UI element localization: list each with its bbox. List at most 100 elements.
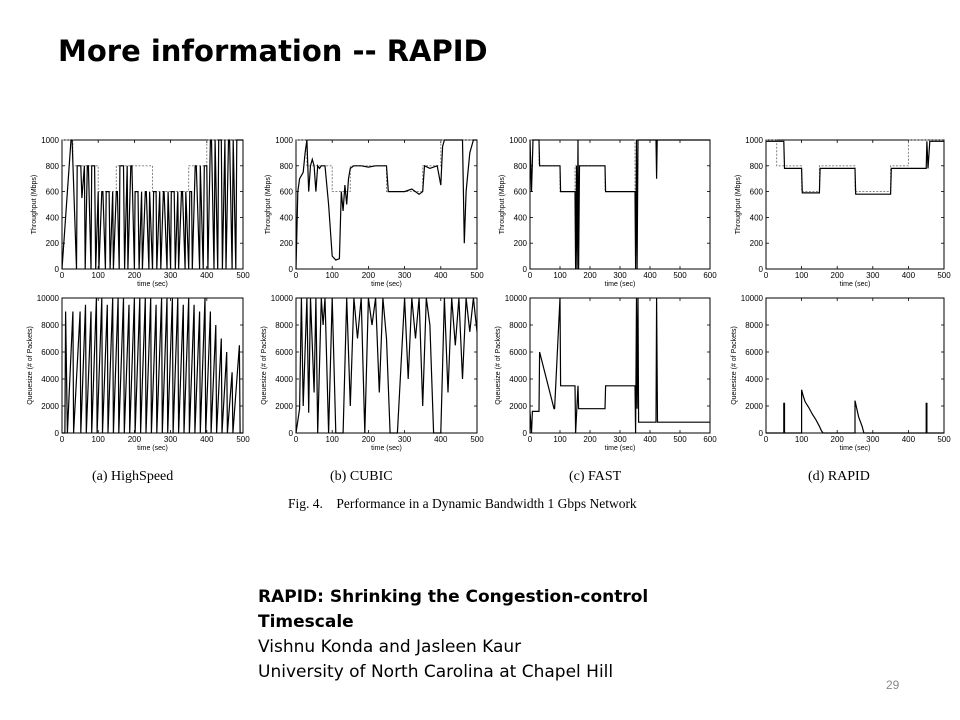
- throughput-rapid-xtick-label: 500: [937, 271, 951, 280]
- throughput-rapid-measured-line: [766, 140, 944, 195]
- queuesize-fast-xtick-label: 300: [613, 435, 627, 444]
- queuesize-highspeed-plot-frame: [61, 297, 244, 434]
- throughput-highspeed-xtick-label: 300: [164, 271, 178, 280]
- throughput-cubic-ytick-label: 600: [280, 188, 294, 197]
- throughput-fast-xtick-label: 500: [673, 271, 687, 280]
- throughput-rapid-xtick-label: 400: [902, 271, 916, 280]
- throughput-highspeed-xtick-label: 500: [236, 271, 250, 280]
- queuesize-highspeed-xtick-label: 200: [128, 435, 142, 444]
- throughput-cubic-xtick-label: 500: [470, 271, 484, 280]
- queuesize-highspeed-y-axis-label: Queuesize (# of Packets): [27, 326, 34, 405]
- throughput-rapid-xtick-label: 100: [795, 271, 809, 280]
- reference-title-line1: RAPID: Shrinking the Congestion-control: [258, 587, 649, 607]
- queuesize-cubic-xtick-label: 500: [470, 435, 484, 444]
- throughput-rapid-plot-frame: [765, 139, 945, 270]
- subcaption-fast: (c) FAST: [569, 469, 622, 484]
- throughput-rapid-ytick-label: 1000: [745, 136, 763, 145]
- throughput-cubic-ytick-label: 0: [289, 265, 294, 274]
- queuesize-highspeed-xtick-label: 0: [60, 435, 65, 444]
- queuesize-cubic-ytick-label: 0: [289, 429, 294, 438]
- queuesize-cubic-xtick-label: 200: [362, 435, 376, 444]
- throughput-highspeed-ytick-label: 800: [46, 162, 60, 171]
- queuesize-fast-ytick-label: 6000: [509, 348, 527, 357]
- queuesize-highspeed-xtick-label: 100: [92, 435, 106, 444]
- throughput-fast-measured-line: [529, 139, 710, 270]
- throughput-rapid-ytick-label: 600: [750, 188, 764, 197]
- queuesize-fast-xtick-label: 500: [673, 435, 687, 444]
- throughput-cubic-xtick-label: 0: [294, 271, 299, 280]
- throughput-rapid-y-axis-label: Throughput (Mbps): [735, 175, 742, 235]
- throughput-fast-bandwidth-line: [530, 139, 710, 193]
- queuesize-cubic-xtick-label: 100: [326, 435, 340, 444]
- throughput-fast-xtick-label: 200: [583, 271, 597, 280]
- queuesize-fast-ytick-label: 10000: [505, 294, 528, 303]
- throughput-fast-xtick-label: 0: [528, 271, 533, 280]
- queuesize-highspeed-xtick-label: 500: [236, 435, 250, 444]
- throughput-fast-x-axis-label: time (sec): [605, 281, 636, 288]
- throughput-fast-ytick-label: 200: [514, 239, 528, 248]
- queuesize-fast-ytick-label: 0: [523, 429, 528, 438]
- queuesize-fast-xtick-label: 400: [643, 435, 657, 444]
- queuesize-rapid-xtick-label: 200: [831, 435, 845, 444]
- throughput-cubic-ytick-label: 800: [280, 162, 294, 171]
- throughput-highspeed-xtick-label: 200: [128, 271, 142, 280]
- throughput-fast-y-axis-label: Throughput (Mbps): [499, 175, 506, 235]
- queuesize-highspeed-measured-line: [62, 297, 243, 434]
- throughput-fast-xtick-label: 100: [553, 271, 567, 280]
- throughput-cubic-xtick-label: 300: [398, 271, 412, 280]
- throughput-highspeed-y-axis-label: Throughput (Mbps): [31, 175, 38, 235]
- queuesize-fast-y-axis-label: Queuesize (# of Packets): [495, 326, 502, 405]
- throughput-cubic-ytick-label: 1000: [275, 136, 293, 145]
- throughput-fast-ytick-label: 800: [514, 162, 528, 171]
- throughput-fast-ytick-label: 600: [514, 188, 528, 197]
- throughput-highspeed-ytick-label: 600: [46, 188, 60, 197]
- throughput-cubic-xtick-label: 100: [326, 271, 340, 280]
- queuesize-highspeed-xtick-label: 300: [164, 435, 178, 444]
- queuesize-highspeed-ytick-label: 4000: [41, 375, 59, 384]
- figure-caption: Fig. 4. Performance in a Dynamic Bandwid…: [288, 496, 637, 511]
- throughput-highspeed-xtick-label: 100: [92, 271, 106, 280]
- throughput-rapid-xtick-label: 200: [831, 271, 845, 280]
- throughput-highspeed-measured-line: [61, 139, 243, 270]
- throughput-fast-xtick-label: 400: [643, 271, 657, 280]
- queuesize-cubic-ytick-label: 2000: [275, 402, 293, 411]
- queuesize-cubic-ytick-label: 10000: [271, 294, 294, 303]
- throughput-cubic-ytick-label: 200: [280, 239, 294, 248]
- throughput-highspeed-ytick-label: 200: [46, 239, 60, 248]
- reference-authors: Vishnu Konda and Jasleen Kaur: [258, 637, 522, 657]
- queuesize-fast-ytick-label: 8000: [509, 321, 527, 330]
- subcaption-cubic: (b) CUBIC: [330, 469, 393, 484]
- throughput-highspeed-xtick-label: 0: [60, 271, 65, 280]
- throughput-rapid-ytick-label: 400: [750, 213, 764, 222]
- throughput-rapid-ytick-label: 200: [750, 239, 764, 248]
- reference-affiliation: University of North Carolina at Chapel H…: [258, 662, 614, 682]
- throughput-highspeed-x-axis-label: time (sec): [137, 281, 168, 288]
- queuesize-cubic-xtick-label: 0: [294, 435, 299, 444]
- queuesize-cubic-ytick-label: 6000: [275, 348, 293, 357]
- throughput-highspeed-ytick-label: 0: [55, 265, 60, 274]
- reference-title-line2: Timescale: [258, 612, 354, 632]
- queuesize-highspeed-ytick-label: 8000: [41, 321, 59, 330]
- throughput-cubic-y-axis-label: Throughput (Mbps): [265, 175, 272, 235]
- queuesize-rapid-ytick-label: 6000: [745, 348, 763, 357]
- throughput-cubic-ytick-label: 400: [280, 213, 294, 222]
- queuesize-highspeed-ytick-label: 6000: [41, 348, 59, 357]
- queuesize-fast-xtick-label: 100: [553, 435, 567, 444]
- queuesize-rapid-ytick-label: 4000: [745, 375, 763, 384]
- queuesize-fast-ytick-label: 4000: [509, 375, 527, 384]
- queuesize-cubic-ytick-label: 8000: [275, 321, 293, 330]
- throughput-cubic-x-axis-label: time (sec): [371, 281, 402, 288]
- queuesize-rapid-x-axis-label: time (sec): [840, 445, 871, 452]
- throughput-fast-ytick-label: 1000: [509, 136, 527, 145]
- throughput-fast-ytick-label: 0: [523, 265, 528, 274]
- throughput-cubic-xtick-label: 400: [434, 271, 448, 280]
- queuesize-fast-measured-line: [529, 297, 710, 434]
- queuesize-highspeed-ytick-label: 2000: [41, 402, 59, 411]
- queuesize-fast-ytick-label: 2000: [509, 402, 527, 411]
- queuesize-highspeed-x-axis-label: time (sec): [137, 445, 168, 452]
- queuesize-rapid-xtick-label: 400: [902, 435, 916, 444]
- slide-title: More information -- RAPID: [58, 34, 488, 68]
- queuesize-rapid-ytick-label: 2000: [745, 402, 763, 411]
- throughput-rapid-ytick-label: 800: [750, 162, 764, 171]
- reference-block: RAPID: Shrinking the Congestion-control …: [258, 585, 648, 685]
